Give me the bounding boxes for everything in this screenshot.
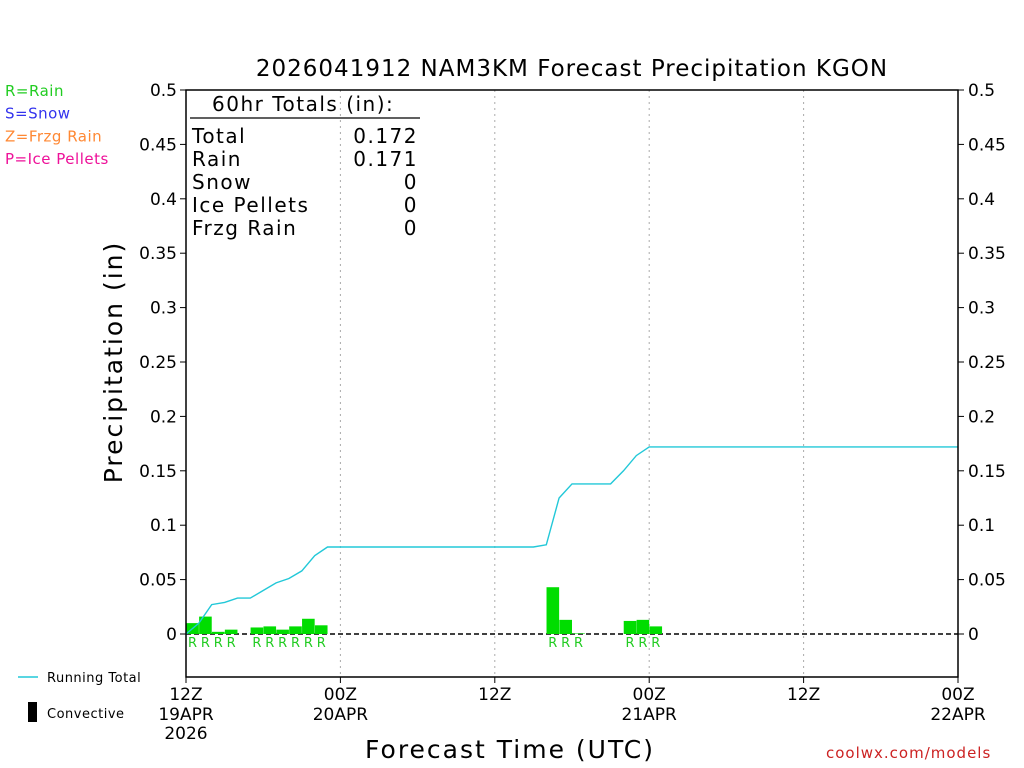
precip-type-letter: R [265,636,274,651]
running-total-legend-label: Running Total [47,671,141,686]
y-tick-label-left: 0 [166,625,177,645]
y-tick-label-left: 0.4 [150,190,177,210]
y-tick-label-left: 0.15 [139,462,177,482]
precip-bar [623,620,637,634]
totals-heading: 60hr Totals (in): [212,92,394,116]
precip-type-letter: R [201,636,210,651]
y-tick-label-right: 0.15 [968,462,1006,482]
totals-row-value: 0 [404,170,418,194]
precip-type-letter: R [638,636,647,651]
precip-type-letter: R [188,636,197,651]
precip-bar [314,625,328,634]
precip-bar [546,587,560,634]
y-tick-label-left: 0.1 [150,516,177,536]
type-legend-item: R=Rain [5,82,64,100]
y-tick-label-right: 0.45 [968,135,1006,155]
x-tick-date: 21APR [622,705,678,725]
precip-bar [199,616,212,634]
y-tick-label-left: 0.2 [150,407,177,427]
y-tick-label-right: 0.05 [968,571,1006,591]
x-tick-label: 12Z [169,685,202,705]
x-tick-label: 00Z [324,685,357,705]
running-total-line [185,446,958,635]
precip-type-letter: R [626,636,635,651]
totals-row-value: 0 [404,193,418,217]
precip-type-letter: R [574,636,583,651]
precip-type-letter: R [651,636,660,651]
convective-legend-swatch [28,702,37,722]
precip-type-letter: R [252,636,261,651]
precip-bar [250,627,264,634]
precip-type-letter: R [278,636,287,651]
convective-legend-label: Convective [47,707,125,722]
y-tick-label-right: 0.2 [968,407,995,427]
y-tick-label-right: 0.4 [968,190,995,210]
precip-bar [559,619,572,634]
y-tick-label-left: 0.3 [150,299,177,319]
precip-type-letter: R [227,636,236,651]
x-tick-date: 22APR [930,705,986,725]
totals-row-label: Snow [192,170,252,194]
x-axis-title: Forecast Time (UTC) [365,735,655,764]
x-tick-label: 00Z [941,685,974,705]
totals-row-label: Total [191,124,246,148]
y-tick-label-right: 0.25 [968,353,1006,373]
type-legend-item: S=Snow [5,105,71,123]
totals-row-value: 0 [404,216,418,240]
y-tick-label-right: 0.35 [968,244,1006,264]
precip-bar [572,633,585,634]
y-tick-label-right: 0.3 [968,299,995,319]
precip-bar [289,626,302,634]
y-tick-label-left: 0.05 [139,571,177,591]
y-tick-label-right: 0.5 [968,81,995,101]
plot-frame [185,89,959,678]
site-credit[interactable]: coolwx.com/models [826,744,992,762]
precip-type-letter: R [304,636,313,651]
precip-type-letter: R [548,636,557,651]
y-tick-label-left: 0.5 [150,81,177,101]
precip-bar [649,626,663,634]
x-tick-label: 12Z [787,685,820,705]
x-tick-year: 2026 [164,724,207,744]
chart-title: 2026041912 NAM3KM Forecast Precipitation… [256,56,888,82]
precip-bar [263,626,277,634]
type-legend-item: Z=Frzg Rain [5,127,102,145]
x-tick-label: 00Z [633,685,666,705]
precip-bar [276,629,289,634]
precip-bar [224,629,238,634]
y-tick-label-left: 0.25 [139,353,177,373]
precip-type-letter: R [291,636,300,651]
x-tick-label: 12Z [478,685,511,705]
precip-bar [211,631,225,634]
precip-bar [302,618,315,634]
y-tick-label-left: 0.35 [139,244,177,264]
y-axis-title: Precipitation (in) [99,241,128,484]
precip-bar [636,619,650,634]
totals-row-label: Frzg Rain [192,216,297,240]
x-tick-date: 20APR [313,705,369,725]
precip-type-letter: R [214,636,223,651]
y-tick-label-right: 0.1 [968,516,995,536]
y-tick-label-left: 0.45 [139,135,177,155]
totals-row-value: 0.172 [353,124,418,148]
precip-type-letter: R [317,636,326,651]
totals-row-label: Rain [192,147,242,171]
type-legend-item: P=Ice Pellets [5,150,109,168]
x-tick-date: 19APR [158,705,214,725]
totals-row-label: Ice Pellets [192,193,309,217]
y-tick-label-right: 0 [968,625,979,645]
totals-row-value: 0.171 [353,147,418,171]
precip-type-letter: R [561,636,570,651]
